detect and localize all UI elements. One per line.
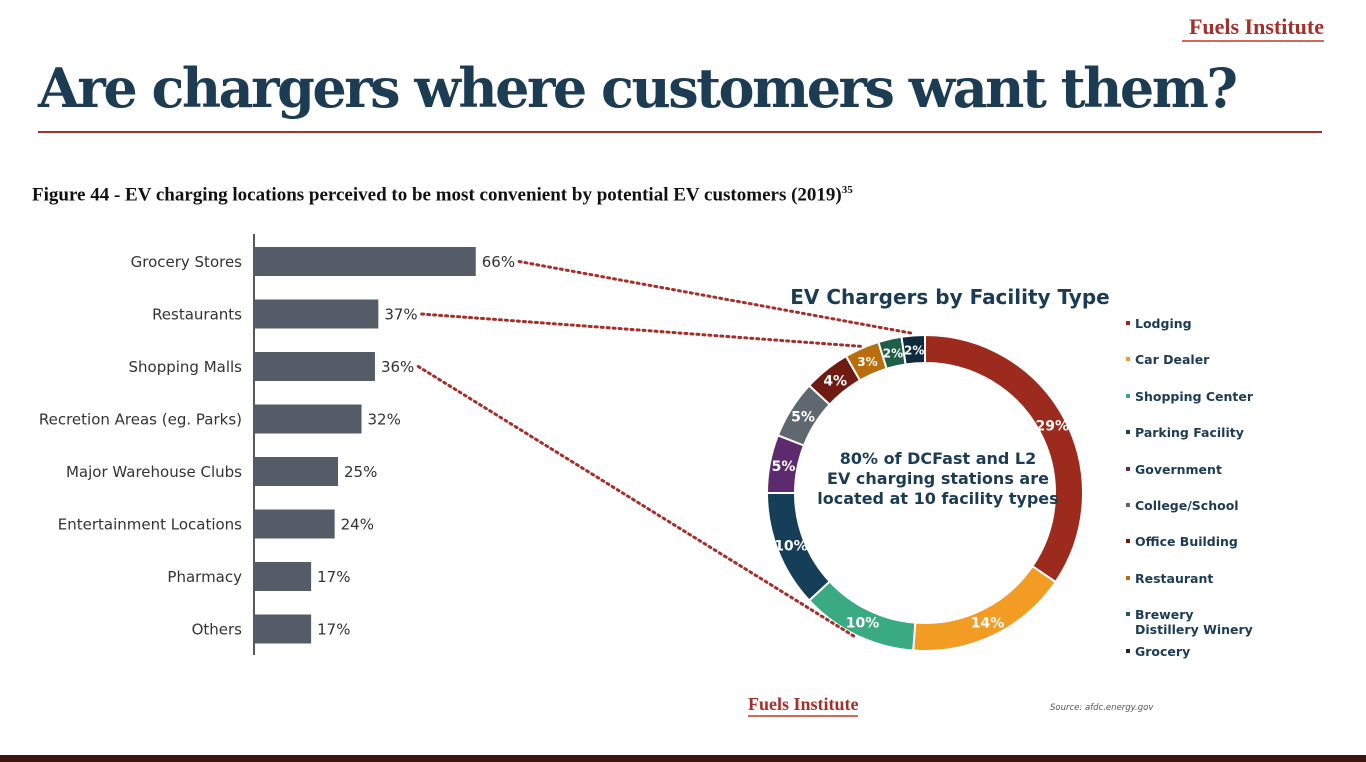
- donut-slice-label: 4%: [823, 373, 847, 389]
- legend-label: Office Building: [1135, 534, 1238, 550]
- legend-swatch: [1126, 612, 1130, 617]
- legend-label: Lodging: [1135, 316, 1192, 331]
- donut-center-text: 80% of DCFast and L2: [840, 449, 1036, 468]
- bar-category-label: Major Warehouse Clubs: [66, 463, 242, 481]
- donut-slice-label: 5%: [791, 409, 815, 425]
- legend-label: Parking Facility: [1135, 425, 1244, 441]
- legend-swatch: [1126, 503, 1130, 507]
- legend-label: Restaurant: [1135, 570, 1214, 586]
- legend-label: Brewery Distillery Winery: [1135, 607, 1253, 638]
- connector-line-0: [517, 260, 915, 335]
- legend-swatch: [1126, 393, 1130, 398]
- legend-swatch: [1126, 466, 1130, 471]
- legend-swatch: [1126, 321, 1130, 325]
- bar-2: [254, 352, 375, 381]
- bar-3: [254, 404, 362, 434]
- source-note: Source: afdc.energy.gov: [1050, 703, 1154, 713]
- donut-slice-label: 10%: [774, 539, 808, 555]
- bar-value-label: 37%: [384, 306, 417, 324]
- donut-slice-label: 29%: [1036, 419, 1070, 435]
- bar-value-label: 17%: [317, 621, 350, 639]
- figure-caption: Figure 44 - EV charging locations percei…: [32, 184, 853, 206]
- legend-label: Car Dealer: [1135, 352, 1210, 368]
- legend-swatch: [1126, 575, 1130, 580]
- page-title: Are chargers where customers want them?: [38, 56, 1238, 120]
- bar-category-label: Recretion Areas (eg. Parks): [39, 411, 242, 429]
- bar-0: [254, 247, 476, 276]
- brand-logo-bottom: Fuels Institute: [748, 694, 859, 714]
- bar-category-label: Entertainment Locations: [58, 516, 242, 534]
- brand-underline-top: [1182, 40, 1324, 42]
- brand-underline-bottom: [748, 715, 858, 717]
- donut-title: EV Chargers by Facility Type: [790, 285, 1109, 309]
- brand-logo-top: Fuels Institute: [1188, 14, 1324, 39]
- legend-swatch: [1126, 357, 1130, 362]
- donut-slice-1: [912, 564, 1057, 652]
- legend-swatch: [1126, 539, 1130, 544]
- bar-category-label: Restaurants: [152, 306, 242, 324]
- donut-slice-label: 3%: [857, 355, 877, 369]
- donut-slice-9: [900, 333, 926, 366]
- donut-slice-label: 5%: [772, 459, 796, 475]
- donut-slice-label: 14%: [971, 616, 1005, 632]
- bar-category-label: Grocery Stores: [131, 253, 243, 271]
- connector-line-1: [420, 312, 863, 348]
- connector-line-2: [416, 365, 858, 639]
- donut-center-text: located at 10 facility types: [817, 489, 1058, 508]
- bar-value-label: 24%: [341, 516, 374, 534]
- figure-caption-text: Figure 44 - EV charging locations percei…: [32, 184, 842, 206]
- donut-slice-label: 10%: [846, 616, 880, 632]
- title-rule: [38, 131, 1322, 133]
- bar-4: [254, 457, 338, 486]
- legend-swatch: [1126, 649, 1130, 653]
- bar-1: [254, 299, 379, 329]
- legend-label: Government: [1135, 461, 1222, 477]
- bar-value-label: 36%: [381, 358, 414, 376]
- legend-label: Grocery: [1135, 644, 1191, 659]
- bar-category-label: Pharmacy: [167, 568, 242, 586]
- bar-6: [254, 562, 312, 591]
- footer-bar: [0, 755, 1366, 762]
- donut-slice-label: 2%: [883, 347, 903, 361]
- bar-5: [254, 509, 335, 539]
- legend-label: Shopping Center: [1135, 388, 1254, 404]
- donut-slice-label: 2%: [904, 343, 924, 357]
- bar-7: [254, 614, 312, 644]
- bar-category-label: Others: [192, 621, 243, 639]
- bar-value-label: 17%: [317, 568, 350, 586]
- donut-center-text: EV charging stations are: [827, 469, 1049, 488]
- bar-value-label: 66%: [482, 253, 515, 271]
- legend-swatch: [1126, 430, 1130, 435]
- figure-caption-ref: 35: [841, 184, 853, 196]
- legend-label: College/School: [1135, 498, 1239, 513]
- bar-category-label: Shopping Malls: [129, 358, 243, 376]
- bar-value-label: 25%: [344, 463, 377, 481]
- bar-value-label: 32%: [368, 411, 401, 429]
